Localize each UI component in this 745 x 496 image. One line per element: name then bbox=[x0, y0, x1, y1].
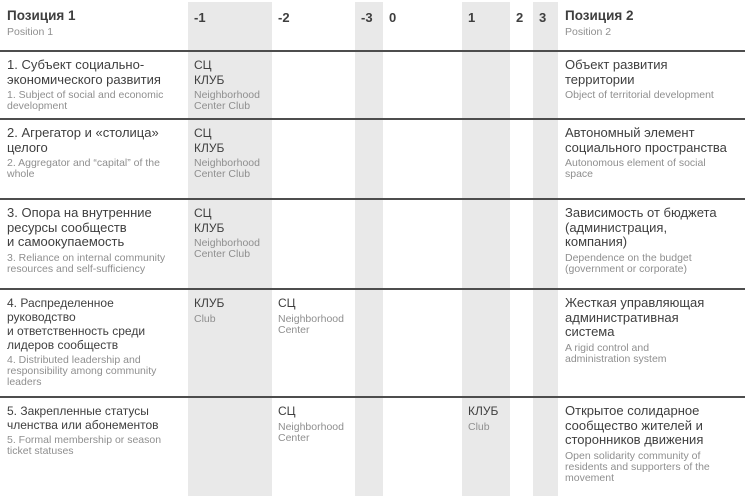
score-label-en: Club bbox=[468, 420, 490, 433]
score-cell--1: СЦ КЛУБ Neighborhood Center Club bbox=[188, 120, 272, 198]
scale-header-3: 3 bbox=[533, 2, 558, 50]
position1-cell: 2. Агрегатор и «столица» целого 2. Aggreg… bbox=[0, 120, 188, 198]
score-cell-2 bbox=[510, 52, 533, 118]
position1-title-en: Position 1 bbox=[7, 26, 54, 38]
position2-title-ru: Позиция 2 bbox=[565, 8, 634, 23]
score-cell-0 bbox=[383, 200, 462, 288]
row-title-ru: 4. Распределенное руководство и ответств… bbox=[7, 296, 146, 352]
score-label-en: Neighborhood Center Club bbox=[194, 237, 260, 260]
position1-title-ru: Позиция 1 bbox=[7, 8, 76, 23]
score-cell-0 bbox=[383, 120, 462, 198]
scale-header-1: 1 bbox=[462, 2, 510, 50]
scale-header--2: -2 bbox=[278, 10, 290, 25]
scale-header--1: -1 bbox=[188, 2, 272, 50]
table-row-5: 5. Закрепленные статусы членства или або… bbox=[0, 396, 745, 496]
score-cell-3 bbox=[533, 120, 558, 198]
row-title2-ru: Объект развития территории bbox=[565, 57, 668, 87]
score-cell-0 bbox=[383, 52, 462, 118]
position1-cell: 4. Распределенное руководство и ответств… bbox=[0, 290, 188, 396]
row-title-ru: 2. Агрегатор и «столица» целого bbox=[7, 125, 159, 155]
position1-cell: 5. Закрепленные статусы членства или або… bbox=[0, 398, 188, 496]
score-label-ru: СЦ КЛУБ bbox=[194, 206, 225, 235]
score-label-en: Club bbox=[194, 312, 216, 325]
score-cell--3 bbox=[355, 290, 383, 396]
score-cell-0 bbox=[383, 398, 462, 496]
position1-header: Позиция 1 Position 1 bbox=[0, 2, 188, 50]
score-cell--3 bbox=[355, 398, 383, 496]
score-cell-2 bbox=[510, 398, 533, 496]
score-cell--1 bbox=[188, 398, 272, 496]
row-title-en: 3. Reliance on internal community resour… bbox=[7, 251, 166, 275]
position1-cell: 1. Субъект социально- экономического раз… bbox=[0, 52, 188, 118]
score-cell--2 bbox=[272, 200, 355, 288]
score-cell-3 bbox=[533, 290, 558, 396]
score-label-ru: СЦ КЛУБ bbox=[194, 126, 225, 155]
row-title2-en: Open solidarity community of residents a… bbox=[565, 449, 710, 484]
score-label-en: Neighborhood Center Club bbox=[194, 89, 260, 112]
position2-title-en: Position 2 bbox=[565, 26, 612, 38]
position1-cell: 3. Опора на внутренние ресурсы сообществ… bbox=[0, 200, 188, 288]
score-cell--3 bbox=[355, 52, 383, 118]
score-cell-2 bbox=[510, 290, 533, 396]
score-cell-3 bbox=[533, 52, 558, 118]
score-cell--3 bbox=[355, 120, 383, 198]
row-title2-en: Dependence on the budget (government or … bbox=[565, 251, 692, 275]
score-cell--1: КЛУБ Club bbox=[188, 290, 272, 396]
score-label-ru: КЛУБ bbox=[468, 404, 499, 418]
score-label-ru: СЦ КЛУБ bbox=[194, 58, 225, 87]
score-label-en: Neighborhood Center bbox=[278, 312, 344, 336]
header-row: Позиция 1 Position 1 -1 -2 -3 0 1 2 3 Позиция … bbox=[0, 0, 745, 50]
row-title-en: 5. Formal membership or season ticket st… bbox=[7, 434, 162, 457]
score-label-en: Neighborhood Center bbox=[278, 420, 344, 444]
table-row-3: 3. Опора на внутренние ресурсы сообществ… bbox=[0, 198, 745, 288]
score-cell--2 bbox=[272, 120, 355, 198]
row-title-ru: 1. Субъект социально- экономического раз… bbox=[7, 57, 161, 87]
scale-header--3: -3 bbox=[355, 2, 383, 50]
score-cell-3 bbox=[533, 200, 558, 288]
score-cell--3 bbox=[355, 200, 383, 288]
row-title2-en: Autonomous element of social space bbox=[565, 157, 706, 180]
score-label-en: Neighborhood Center Club bbox=[194, 157, 260, 180]
position2-cell: Объект развития территории Object of terr… bbox=[558, 52, 745, 118]
score-cell--1: СЦ КЛУБ Neighborhood Center Club bbox=[188, 52, 272, 118]
position2-cell: Автономный элемент социального пространс… bbox=[558, 120, 745, 198]
row-title-ru: 3. Опора на внутренние ресурсы сообществ… bbox=[7, 205, 152, 249]
score-cell--1: СЦ КЛУБ Neighborhood Center Club bbox=[188, 200, 272, 288]
row-title-en: 2. Aggregator and “capital” of the whole bbox=[7, 157, 160, 180]
table-row-4: 4. Распределенное руководство и ответств… bbox=[0, 288, 745, 396]
table-row-2: 2. Агрегатор и «столица» целого 2. Aggreg… bbox=[0, 118, 745, 198]
scale-header-0: 0 bbox=[389, 10, 397, 25]
score-cell--2: СЦ Neighborhood Center bbox=[272, 398, 355, 496]
row-title2-ru: Жесткая управляющая административная сис… bbox=[565, 295, 705, 339]
score-cell-1 bbox=[462, 120, 510, 198]
row-title-ru: 5. Закрепленные статусы членства или або… bbox=[7, 404, 159, 432]
score-cell-0 bbox=[383, 290, 462, 396]
row-title2-en: A rigid control and administration syste… bbox=[565, 341, 667, 365]
position2-cell: Зависимость от бюджета (администрация, к… bbox=[558, 200, 745, 288]
row-title2-ru: Автономный элемент социального пространс… bbox=[565, 125, 727, 155]
score-cell-2 bbox=[510, 200, 533, 288]
score-label-ru: СЦ bbox=[278, 296, 296, 310]
position2-cell: Открытое солидарное сообщество жителей и… bbox=[558, 398, 745, 496]
position2-cell: Жесткая управляющая административная сис… bbox=[558, 290, 745, 396]
row-title2-en: Object of territorial development bbox=[565, 89, 714, 101]
position2-header: Позиция 2 Position 2 bbox=[558, 2, 745, 50]
score-cell-1 bbox=[462, 200, 510, 288]
row-title-en: 4. Distributed leadership and responsibi… bbox=[7, 354, 157, 388]
score-cell-2 bbox=[510, 120, 533, 198]
table-row-1: 1. Субъект социально- экономического раз… bbox=[0, 50, 745, 118]
row-title2-ru: Открытое солидарное сообщество жителей и… bbox=[565, 403, 704, 447]
row-title2-ru: Зависимость от бюджета (администрация, к… bbox=[565, 205, 717, 249]
score-cell-1 bbox=[462, 52, 510, 118]
score-cell--2: СЦ Neighborhood Center bbox=[272, 290, 355, 396]
scale-header-2: 2 bbox=[516, 10, 524, 25]
score-label-ru: СЦ bbox=[278, 404, 296, 418]
score-label-ru: КЛУБ bbox=[194, 296, 225, 310]
row-title-en: 1. Subject of social and economic develo… bbox=[7, 89, 164, 112]
score-cell-3 bbox=[533, 398, 558, 496]
score-cell--2 bbox=[272, 52, 355, 118]
score-cell-1: КЛУБ Club bbox=[462, 398, 510, 496]
score-cell-1 bbox=[462, 290, 510, 396]
